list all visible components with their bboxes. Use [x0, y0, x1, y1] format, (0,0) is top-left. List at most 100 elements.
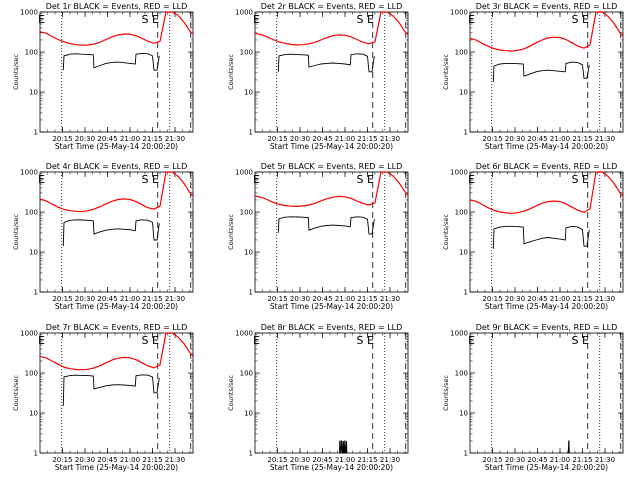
- x-tick-label: 21:30: [595, 135, 615, 143]
- x-tick-label: 20:30: [290, 456, 310, 464]
- y-tick-label: 1: [249, 450, 253, 458]
- y-tick-label: 100: [25, 49, 38, 57]
- chart-panel-4: Det 4r BLACK = Events, RED = LLD 1 10 100 10…: [12, 162, 194, 311]
- y-tick-label: 1000: [450, 9, 468, 17]
- x-axis-label: Start Time (25-May-14 20:00:20): [55, 302, 178, 311]
- y-tick-label: 1: [249, 289, 253, 297]
- y-tick-label: 100: [455, 370, 468, 378]
- x-axis-label: Start Time (25-May-14 20:00:20): [485, 302, 608, 311]
- y-axis-label: Counts/sec: [442, 214, 450, 250]
- event-marker-e: E: [367, 13, 374, 26]
- x-tick-label: 21:15: [142, 135, 162, 143]
- x-tick-label: 20:15: [482, 135, 502, 143]
- chart-title: Det 9r BLACK = Events, RED = LLD: [476, 323, 618, 332]
- x-tick-label: 20:45: [527, 295, 547, 303]
- series-lld-line: [39, 171, 194, 213]
- y-axis-label: Counts/sec: [12, 375, 20, 411]
- chart-title: Det 5r BLACK = Events, RED = LLD: [261, 162, 403, 171]
- x-tick-label: 20:45: [527, 135, 547, 143]
- event-marker-e: E: [367, 334, 374, 347]
- chart-panel-5: Det 5r BLACK = Events, RED = LLD 1 10 100 10…: [227, 162, 409, 311]
- series-events-line: [277, 53, 375, 73]
- x-tick-label: 20:30: [505, 456, 525, 464]
- x-tick-label: 21:00: [335, 456, 355, 464]
- y-axis-label: Counts/sec: [442, 54, 450, 90]
- y-tick-label: 10: [29, 89, 38, 97]
- x-tick-label: 21:15: [572, 456, 592, 464]
- x-axis-label: Start Time (25-May-14 20:00:20): [485, 463, 608, 472]
- x-tick-label: 20:30: [75, 456, 95, 464]
- plot-frame: [254, 171, 409, 293]
- chart-title: Det 2r BLACK = Events, RED = LLD: [261, 2, 403, 11]
- event-marker-s: S: [357, 334, 364, 347]
- x-tick-label: 20:30: [75, 135, 95, 143]
- y-tick-label: 10: [29, 410, 38, 418]
- x-tick-label: 21:15: [572, 135, 592, 143]
- x-tick-label: 21:00: [120, 456, 140, 464]
- y-tick-label: 1: [249, 129, 253, 137]
- plot-frame: [254, 332, 409, 454]
- y-tick-label: 1000: [450, 169, 468, 177]
- y-tick-label: 1000: [20, 9, 38, 17]
- event-marker-e: E: [253, 13, 260, 26]
- y-tick-label: 10: [244, 249, 253, 257]
- plot-frame: [39, 11, 194, 133]
- x-axis-label: Start Time (25-May-14 20:00:20): [270, 142, 393, 151]
- x-tick-label: 21:15: [357, 456, 377, 464]
- series-lld-line: [254, 11, 409, 46]
- y-tick-label: 100: [240, 49, 253, 57]
- chart-title: Det 1r BLACK = Events, RED = LLD: [46, 2, 188, 11]
- x-tick-label: 20:30: [290, 295, 310, 303]
- y-axis-label: Counts/sec: [227, 375, 235, 411]
- y-tick-label: 10: [459, 410, 468, 418]
- x-tick-label: 21:00: [550, 295, 570, 303]
- x-tick-label: 20:45: [312, 135, 332, 143]
- event-marker-e: E: [38, 173, 45, 186]
- x-tick-label: 20:15: [267, 295, 287, 303]
- event-marker-e: E: [582, 173, 589, 186]
- event-marker-e: E: [468, 334, 475, 347]
- x-tick-label: 21:30: [595, 295, 615, 303]
- y-tick-label: 100: [240, 209, 253, 217]
- event-marker-e: E: [38, 13, 45, 26]
- plot-frame: [469, 332, 624, 454]
- series-events-line: [62, 219, 160, 247]
- series-events-line: [492, 225, 590, 249]
- y-tick-label: 1: [464, 289, 468, 297]
- x-tick-label: 20:15: [52, 135, 72, 143]
- x-tick-label: 20:30: [505, 135, 525, 143]
- y-tick-label: 10: [244, 89, 253, 97]
- x-axis-label: Start Time (25-May-14 20:00:20): [55, 463, 178, 472]
- x-tick-label: 20:15: [267, 456, 287, 464]
- x-tick-label: 20:45: [312, 456, 332, 464]
- series-events-line: [567, 440, 570, 454]
- event-marker-s: S: [572, 334, 579, 347]
- x-tick-label: 20:45: [312, 295, 332, 303]
- chart-panel-9: Det 9r BLACK = Events, RED = LLD 1 10 100 10…: [442, 323, 624, 472]
- y-tick-label: 10: [459, 89, 468, 97]
- y-axis-label: Counts/sec: [12, 54, 20, 90]
- x-axis-label: Start Time (25-May-14 20:00:20): [270, 463, 393, 472]
- x-tick-label: 21:15: [357, 295, 377, 303]
- y-tick-label: 1: [34, 289, 38, 297]
- y-tick-label: 1000: [235, 9, 253, 17]
- y-tick-label: 100: [455, 209, 468, 217]
- event-marker-s: S: [572, 173, 579, 186]
- series-lld-line: [39, 11, 194, 46]
- event-marker-e: E: [152, 13, 159, 26]
- x-tick-label: 21:00: [120, 135, 140, 143]
- x-tick-label: 20:45: [97, 295, 117, 303]
- event-marker-s: S: [357, 13, 364, 26]
- chart-panel-6: Det 6r BLACK = Events, RED = LLD 1 10 100 10…: [442, 162, 624, 311]
- series-lld-line: [39, 332, 194, 371]
- event-marker-s: S: [572, 13, 579, 26]
- y-tick-label: 1000: [450, 330, 468, 338]
- event-marker-s: S: [142, 173, 149, 186]
- x-tick-label: 21:00: [550, 135, 570, 143]
- series-lld-line: [254, 171, 409, 208]
- series-lld-line: [469, 171, 624, 214]
- series-events-line: [492, 61, 590, 82]
- x-tick-label: 20:30: [290, 135, 310, 143]
- event-marker-e: E: [253, 173, 260, 186]
- chart-title: Det 8r BLACK = Events, RED = LLD: [261, 323, 403, 332]
